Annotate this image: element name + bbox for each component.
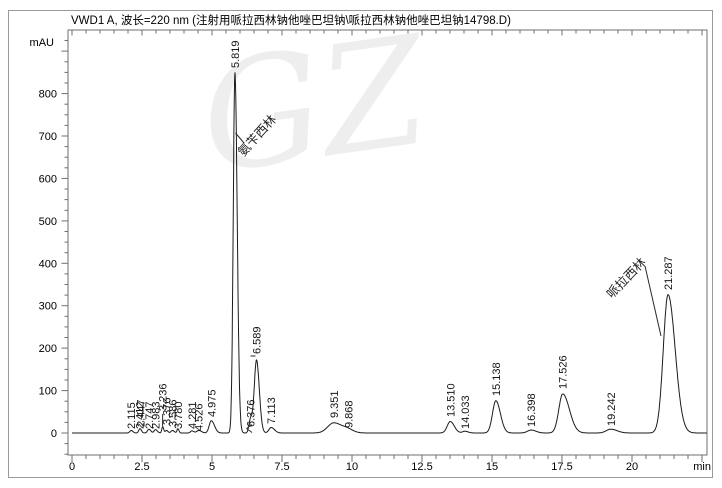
y-tick-label: 600 <box>39 173 57 185</box>
compound-annotation: 哌拉西林 <box>603 254 649 301</box>
peak-retention-label: 21.287 <box>663 256 675 290</box>
peak-retention-label: 13.510 <box>445 383 457 417</box>
y-tick-label: 0 <box>51 428 57 440</box>
peak-retention-label: 6.589 <box>252 326 264 354</box>
peak-retention-label: 19.242 <box>606 392 618 426</box>
plot-area: GZ 0 100 200 300 400 500 600 700 800 0 2.5 5 7.5 10 12.… <box>39 4 708 473</box>
x-tick-label: 5 <box>209 461 215 473</box>
peak-retention-label: 3.236 <box>158 383 170 411</box>
peak-retention-label: 2.747 <box>144 401 156 429</box>
peak-retention-label: 2.115 <box>126 402 138 429</box>
y-axis-unit-label: mAU <box>30 37 55 49</box>
x-axis-unit-label: min <box>693 461 711 473</box>
x-tick-label: 17.5 <box>551 461 572 473</box>
y-tick-label: 800 <box>39 89 57 101</box>
outer-frame <box>8 10 713 478</box>
y-tick-label: 400 <box>39 258 57 270</box>
peak-retention-label: 2.983 <box>151 401 163 429</box>
peak-retention-label: 3.376 <box>162 397 174 425</box>
watermark-text: GZ <box>191 4 440 208</box>
x-tick-label: 2.5 <box>134 461 149 473</box>
peak-retention-label: 7.113 <box>266 397 278 424</box>
y-tick-label: 100 <box>39 386 57 398</box>
peak-retention-label: 9.868 <box>343 400 355 428</box>
x-tick-label: 20 <box>626 461 638 473</box>
x-tick-label: 10 <box>346 461 358 473</box>
y-tick-label: 700 <box>39 131 57 143</box>
peak-retention-label: 14.033 <box>460 395 472 429</box>
signal-trace <box>72 72 707 434</box>
peak-retention-label: 3.586 <box>167 399 179 427</box>
y-tick-label: 500 <box>39 216 57 228</box>
peak-retention-label: 5.819 <box>230 40 242 68</box>
x-tick-label: 7.5 <box>274 461 289 473</box>
annotation-leader-line <box>644 265 662 337</box>
y-tick-label: 300 <box>39 301 57 313</box>
peak-retention-label: 15.138 <box>491 362 503 396</box>
y-tick-label: 200 <box>39 343 57 355</box>
peak-retention-label: 16.398 <box>526 393 538 427</box>
label-tick-mark <box>246 424 253 429</box>
label-tick-mark <box>246 428 253 433</box>
peak-retention-label: 4.281 <box>187 401 199 429</box>
peak-retention-label: 2.447 <box>136 399 148 427</box>
chart-title: VWD1 A, 波长=220 nm (注射用哌拉西林钠他唑巴坦钠\哌拉西林钠他唑… <box>71 13 511 27</box>
peak-retention-label: 9.351 <box>329 390 341 418</box>
peak-retention-label: 3.780 <box>173 401 185 429</box>
peak-retention-label: 4.526 <box>194 403 206 431</box>
peak-retention-label: 2.412 <box>135 401 147 429</box>
annotation-leader-line <box>235 132 245 144</box>
peak-retention-label: 4.975 <box>206 389 218 417</box>
x-tick-label: 0 <box>69 461 75 473</box>
x-tick-label: 15 <box>486 461 498 473</box>
peak-retention-label: 17.526 <box>558 355 570 389</box>
peak-retention-label: 6.376 <box>246 399 258 427</box>
x-tick-label: 12.5 <box>411 461 432 473</box>
